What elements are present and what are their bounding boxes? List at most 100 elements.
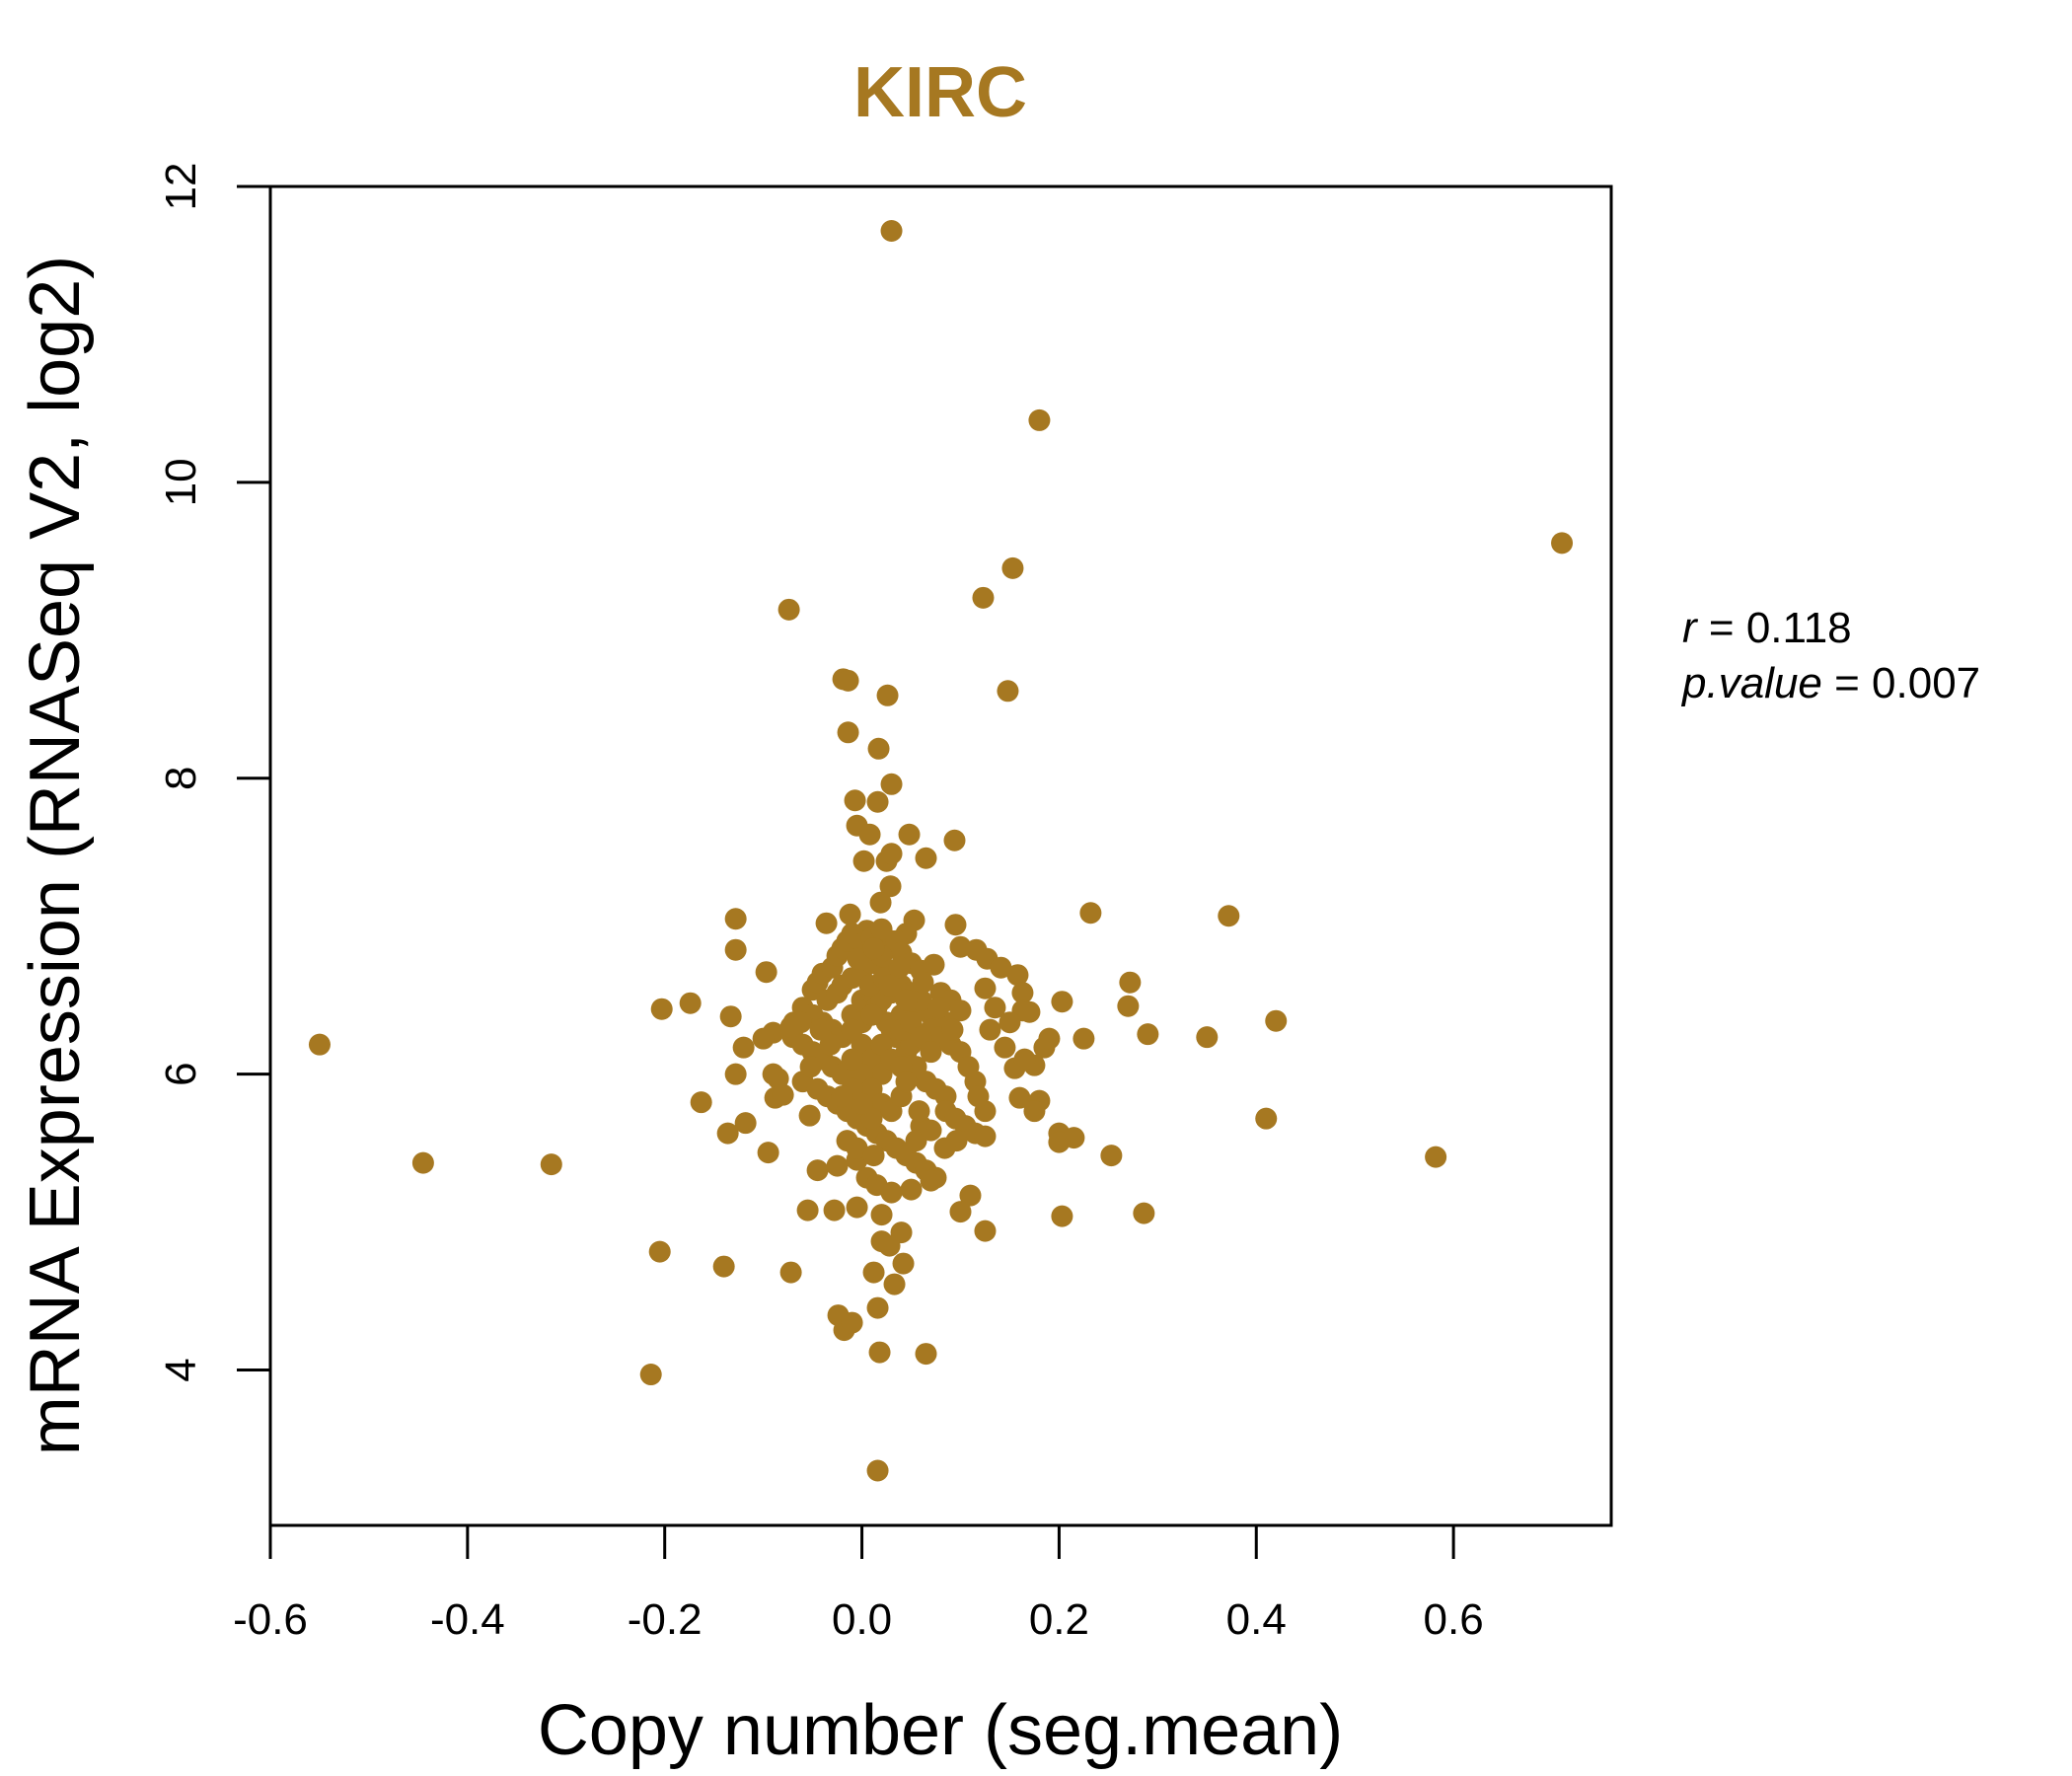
data-point [1117, 995, 1140, 1017]
data-point [915, 847, 937, 869]
x-axis-title: Copy number (seg.mean) [538, 1691, 1343, 1770]
y-tick-label: 10 [157, 458, 205, 506]
plot-frame [268, 185, 1613, 1527]
data-point [920, 1041, 942, 1064]
data-point [1551, 532, 1574, 555]
data-point [839, 903, 861, 925]
data-point [716, 1122, 739, 1145]
data-point [862, 1145, 885, 1167]
data-point [892, 1252, 915, 1275]
data-point [862, 1261, 885, 1284]
x-tick-label: 0.6 [1424, 1595, 1484, 1644]
data-point [639, 1364, 662, 1386]
data-point [796, 1199, 819, 1221]
y-axis-title: mRNA Expression (RNASeq V2, log2) [16, 256, 95, 1455]
data-point [858, 823, 881, 846]
data-point [876, 684, 899, 706]
data-point [994, 1036, 1016, 1059]
x-axis: -0.6 -0.4 -0.2 0.0 0.2 0.4 0.6 [233, 1523, 1484, 1644]
data-point [898, 823, 921, 846]
data-point [880, 843, 903, 865]
data-point [974, 1125, 997, 1147]
data-point [648, 1240, 671, 1263]
r-label: r [1682, 604, 1699, 652]
data-point [1038, 1027, 1061, 1050]
data-point [752, 1027, 775, 1050]
data-point [777, 598, 800, 621]
data-point [974, 977, 997, 999]
data-point [1218, 905, 1240, 927]
data-point [883, 1273, 906, 1295]
data-point [841, 1311, 863, 1334]
data-point [724, 1063, 747, 1085]
data-point [1011, 982, 1034, 1004]
data-point [959, 1184, 982, 1207]
r-statistic: r = 0.118 [1682, 604, 1852, 652]
data-point [1073, 1027, 1095, 1050]
data-point [815, 912, 838, 934]
data-point [866, 1459, 889, 1482]
data-point [941, 1018, 964, 1041]
data-point [734, 1112, 757, 1135]
x-tick-label: 0.2 [1029, 1595, 1089, 1644]
data-point [878, 974, 901, 997]
data-point [920, 1119, 942, 1142]
data-point [719, 1005, 742, 1028]
data-point [999, 1011, 1021, 1034]
data-point [997, 680, 1019, 703]
data-point [837, 669, 859, 692]
data-point [1008, 1086, 1031, 1109]
data-point [860, 1003, 883, 1026]
data-point [1133, 1202, 1155, 1224]
data-point [767, 1068, 789, 1090]
data-point [944, 914, 967, 936]
data-point [1006, 964, 1029, 987]
p-label: p.value [1680, 659, 1822, 707]
y-tick-label: 8 [157, 767, 205, 790]
data-point [862, 937, 885, 960]
data-point [900, 1178, 923, 1201]
r-equals: = [1709, 604, 1746, 652]
data-point [984, 997, 1006, 1019]
p-statistic: p.value = 0.007 [1680, 659, 1980, 707]
p-equals: = [1834, 659, 1872, 707]
data-point [772, 1083, 794, 1106]
chart-title: KIRC [853, 53, 1027, 132]
data-point [1255, 1107, 1278, 1130]
data-point [933, 1137, 956, 1159]
data-point [755, 961, 777, 984]
data-point [732, 1036, 755, 1059]
stats-annotation: r = 0.118 p.value = 0.007 [1680, 604, 1980, 707]
data-points [308, 219, 1574, 1482]
data-point [1018, 1000, 1041, 1023]
data-point [724, 938, 747, 961]
data-point [990, 956, 1012, 979]
data-point [974, 1220, 997, 1242]
data-point [844, 789, 866, 812]
data-point [826, 1154, 849, 1177]
data-point [679, 992, 702, 1014]
data-point [920, 1169, 942, 1192]
x-tick-label: -0.2 [628, 1595, 703, 1644]
data-point [540, 1153, 562, 1176]
data-point [806, 1159, 829, 1182]
data-point [846, 1196, 868, 1219]
data-point [949, 999, 972, 1022]
data-point [831, 1085, 853, 1108]
data-point [809, 1018, 832, 1041]
data-point [798, 1104, 821, 1127]
data-point [879, 875, 902, 898]
data-point [712, 1255, 735, 1278]
data-point [1100, 1145, 1123, 1167]
data-point [880, 219, 903, 242]
data-point [943, 829, 966, 851]
data-point [869, 891, 892, 914]
data-point [1119, 971, 1142, 994]
data-point [1023, 1100, 1046, 1123]
data-point [690, 1091, 712, 1114]
data-point [1013, 1048, 1036, 1071]
data-point [837, 721, 859, 744]
data-point [888, 956, 911, 979]
data-point [308, 1033, 331, 1056]
r-value: 0.118 [1746, 604, 1852, 652]
